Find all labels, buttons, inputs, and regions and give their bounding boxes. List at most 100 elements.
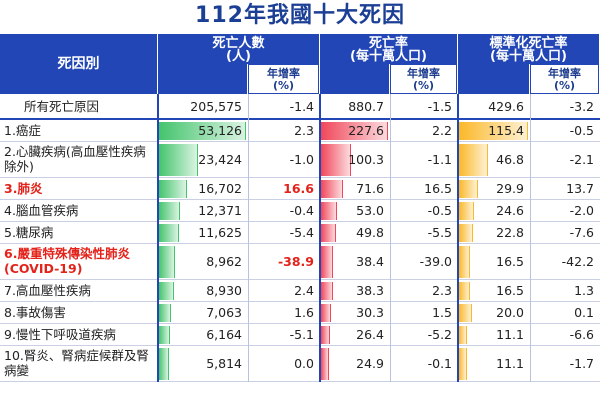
row-deaths-growth: 2.4 xyxy=(294,283,314,298)
rate-bar xyxy=(321,282,334,300)
row-cause-label: 4.腦血管疾病 xyxy=(4,203,79,218)
row-rate-growth: -0.5 xyxy=(427,203,452,218)
row-rate: 227.6 xyxy=(348,123,384,138)
std-rate-bar xyxy=(459,326,467,344)
row-divider xyxy=(0,199,600,200)
header-deaths: 死亡人數 (人) xyxy=(158,34,319,64)
row-rate-growth: 2.3 xyxy=(432,283,452,298)
header-rate-growth-header: 年增率 (%) xyxy=(390,64,457,94)
row-deaths-growth: -0.4 xyxy=(289,203,314,218)
rate-bar xyxy=(321,180,343,198)
row-deaths: 11,625 xyxy=(198,225,242,240)
death-causes-table: 死因別 死亡人數 (人) 年增率 (%) 死亡率 (每十萬人口) 年增率 (%) 標準化死… xyxy=(0,34,600,400)
chart-title: 112年我國十大死因 xyxy=(195,3,405,28)
row-rate-growth: 16.5 xyxy=(424,181,452,196)
row-divider xyxy=(0,221,600,222)
row-std-rate: 24.6 xyxy=(496,203,524,218)
row-rate: 100.3 xyxy=(348,152,384,167)
row-cause-label: 6.嚴重特殊傳染性肺炎(COVID-19) xyxy=(4,246,130,276)
row-rate: 26.4 xyxy=(356,327,384,342)
row-deaths: 16,702 xyxy=(198,181,242,196)
std-rate-bar xyxy=(459,224,474,242)
row-rate-growth: -39.0 xyxy=(419,254,452,269)
row-deaths-growth: -5.1 xyxy=(289,327,314,342)
rate-bar xyxy=(321,144,352,176)
row-deaths-growth: 1.6 xyxy=(294,305,314,320)
row-std-growth: -7.6 xyxy=(569,225,594,240)
row-cause-label: 5.糖尿病 xyxy=(4,225,54,240)
deaths-bar xyxy=(159,122,246,140)
total-rate-growth: -1.5 xyxy=(427,99,452,114)
row-std-rate: 22.8 xyxy=(496,225,524,240)
row-deaths: 6,164 xyxy=(206,327,242,342)
rate-bar xyxy=(321,202,338,220)
std-rate-bar xyxy=(459,122,528,140)
column-divider xyxy=(248,94,249,382)
row-cause-label: 2.心臟疾病(高血壓性疾病除外) xyxy=(4,144,146,174)
total-rate: 880.7 xyxy=(348,99,384,114)
total-std-growth: -3.2 xyxy=(569,99,594,114)
row-std-growth: 13.7 xyxy=(566,181,594,196)
column-divider xyxy=(390,94,391,382)
deaths-bar xyxy=(159,304,172,322)
row-divider xyxy=(0,279,600,280)
header-std-rate-growth-header: 年增率 (%) xyxy=(530,64,599,94)
group-divider xyxy=(157,94,159,382)
row-std-growth: 1.3 xyxy=(574,283,594,298)
deaths-bar xyxy=(159,282,175,300)
header-rate-sub-blank xyxy=(320,64,389,94)
std-rate-bar xyxy=(459,304,472,322)
row-cause-label: 10.腎炎、腎病症候群及腎病變 xyxy=(4,348,149,378)
row-deaths: 53,126 xyxy=(198,123,242,138)
group-divider xyxy=(457,94,459,382)
row-divider xyxy=(0,323,600,324)
row-rate: 24.9 xyxy=(356,356,384,371)
group-divider xyxy=(319,94,321,382)
deaths-bar xyxy=(159,348,170,380)
row-deaths: 8,962 xyxy=(206,254,242,269)
deaths-bar xyxy=(159,144,198,176)
rate-bar xyxy=(321,326,330,344)
row-deaths-growth: -1.0 xyxy=(289,152,314,167)
total-deaths: 205,575 xyxy=(190,99,242,114)
row-rate: 49.8 xyxy=(356,225,384,240)
deaths-bar xyxy=(159,180,188,198)
row-std-rate: 115.4 xyxy=(488,123,524,138)
row-cause-label: 7.高血壓性疾病 xyxy=(4,283,91,298)
row-std-growth: -2.0 xyxy=(569,203,594,218)
deaths-bar xyxy=(159,202,181,220)
row-divider xyxy=(0,301,600,302)
rate-bar xyxy=(321,224,337,242)
row-std-growth: -0.5 xyxy=(569,123,594,138)
std-rate-bar xyxy=(459,180,478,198)
total-deaths-growth: -1.4 xyxy=(289,99,314,114)
total-std-rate: 429.6 xyxy=(488,99,524,114)
row-std-growth: -1.7 xyxy=(569,356,594,371)
row-rate-growth: -1.1 xyxy=(427,152,452,167)
row-rate-growth: -0.1 xyxy=(427,356,452,371)
row-deaths: 23,424 xyxy=(198,152,242,167)
row-std-rate: 16.5 xyxy=(496,283,524,298)
row-rate-growth: -5.5 xyxy=(427,225,452,240)
header-rate: 死亡率 (每十萬人口) xyxy=(320,34,457,64)
header-cause: 死因別 xyxy=(0,34,157,94)
header-std-rate: 標準化死亡率 (每十萬人口) xyxy=(458,34,599,64)
row-divider xyxy=(0,243,600,244)
row-rate: 30.3 xyxy=(356,305,384,320)
row-cause-label: 3.肺炎 xyxy=(4,181,43,196)
std-rate-bar xyxy=(459,144,488,176)
header-deaths-growth-header: 年增率 (%) xyxy=(248,64,319,94)
row-std-rate: 46.8 xyxy=(496,152,524,167)
deaths-bar xyxy=(159,326,170,344)
row-deaths: 5,814 xyxy=(206,356,242,371)
rate-bar xyxy=(321,304,331,322)
row-std-growth: -2.1 xyxy=(569,152,594,167)
row-std-growth: -6.6 xyxy=(569,327,594,342)
row-deaths: 8,930 xyxy=(206,283,242,298)
row-std-rate: 11.1 xyxy=(496,327,524,342)
row-deaths-growth: 2.3 xyxy=(294,123,314,138)
std-rate-bar xyxy=(459,246,470,278)
row-std-rate: 20.0 xyxy=(496,305,524,320)
row-std-rate: 16.5 xyxy=(496,254,524,269)
total-divider xyxy=(0,118,600,120)
